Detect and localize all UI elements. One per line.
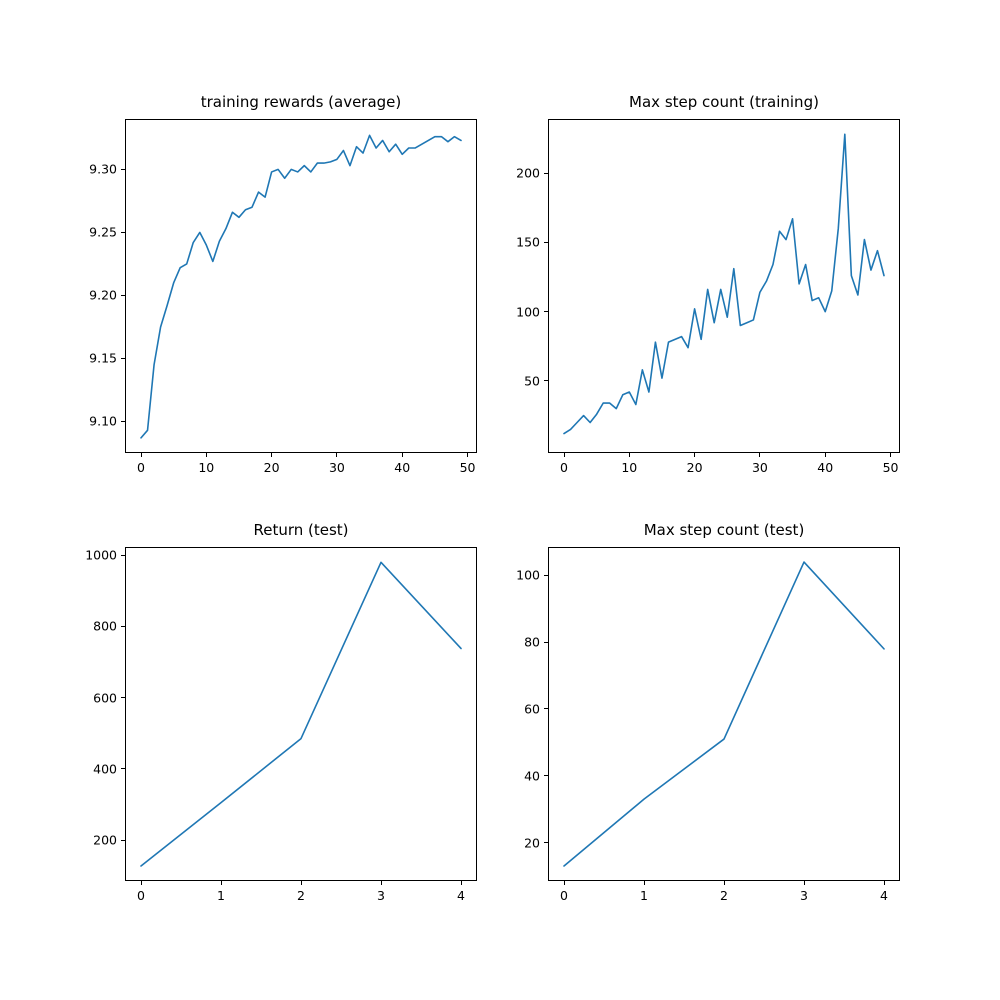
y-tick-mark [544, 642, 548, 643]
y-tick-label: 200 [516, 166, 540, 181]
y-tick-mark [544, 775, 548, 776]
y-tick-mark [544, 575, 548, 576]
y-tick-mark [121, 840, 125, 841]
x-tick-mark [759, 453, 760, 457]
x-tick-mark [381, 881, 382, 885]
chart-title: training rewards (average) [125, 93, 477, 111]
plot-svg [548, 119, 900, 453]
y-tick-label: 150 [516, 235, 540, 250]
y-tick-mark [121, 555, 125, 556]
y-tick-mark [121, 232, 125, 233]
y-tick-label: 100 [516, 568, 540, 583]
y-tick-label: 9.10 [89, 414, 117, 429]
x-tick-mark [694, 453, 695, 457]
x-tick-label: 10 [621, 460, 637, 475]
y-tick-mark [544, 242, 548, 243]
x-tick-label: 30 [752, 460, 768, 475]
y-tick-mark [121, 768, 125, 769]
x-tick-mark [461, 881, 462, 885]
plot-svg [548, 547, 900, 881]
y-tick-mark [544, 842, 548, 843]
chart-panel-tr: Max step count (training)010203040505010… [548, 119, 900, 453]
plot-svg [125, 547, 477, 881]
x-tick-label: 0 [137, 460, 145, 475]
x-tick-mark [804, 881, 805, 885]
y-tick-label: 80 [524, 635, 540, 650]
series-line [564, 134, 884, 433]
y-tick-label: 9.30 [89, 162, 117, 177]
chart-panel-br: Max step count (test)0123420406080100 [548, 547, 900, 881]
x-tick-mark [884, 881, 885, 885]
y-tick-label: 100 [516, 304, 540, 319]
y-tick-label: 9.20 [89, 288, 117, 303]
y-tick-label: 200 [93, 833, 117, 848]
x-tick-mark [825, 453, 826, 457]
y-tick-mark [121, 626, 125, 627]
x-tick-mark [644, 881, 645, 885]
y-tick-label: 600 [93, 690, 117, 705]
series-line [564, 562, 884, 866]
x-tick-label: 40 [394, 460, 410, 475]
y-tick-mark [544, 311, 548, 312]
x-tick-mark [890, 453, 891, 457]
y-tick-mark [544, 380, 548, 381]
y-tick-mark [544, 173, 548, 174]
x-tick-label: 20 [687, 460, 703, 475]
x-tick-label: 10 [198, 460, 214, 475]
y-tick-label: 400 [93, 761, 117, 776]
x-tick-label: 0 [137, 888, 145, 903]
y-tick-mark [121, 697, 125, 698]
y-tick-mark [121, 421, 125, 422]
y-tick-label: 9.25 [89, 225, 117, 240]
x-tick-mark [206, 453, 207, 457]
x-tick-mark [271, 453, 272, 457]
x-tick-label: 30 [329, 460, 345, 475]
x-tick-label: 0 [560, 460, 568, 475]
y-tick-label: 9.15 [89, 351, 117, 366]
y-tick-mark [121, 358, 125, 359]
chart-title: Max step count (training) [548, 93, 900, 111]
x-tick-label: 1 [640, 888, 648, 903]
x-tick-mark [402, 453, 403, 457]
y-tick-mark [121, 169, 125, 170]
x-tick-mark [467, 453, 468, 457]
figure: training rewards (average)010203040509.1… [0, 0, 1000, 1000]
x-tick-label: 4 [880, 888, 888, 903]
y-tick-mark [544, 708, 548, 709]
y-tick-label: 40 [524, 768, 540, 783]
y-tick-label: 50 [524, 373, 540, 388]
x-tick-label: 40 [817, 460, 833, 475]
x-tick-label: 0 [560, 888, 568, 903]
x-tick-mark [564, 453, 565, 457]
y-tick-label: 20 [524, 835, 540, 850]
chart-title: Return (test) [125, 521, 477, 539]
x-tick-mark [141, 453, 142, 457]
x-tick-mark [629, 453, 630, 457]
x-tick-label: 50 [883, 460, 899, 475]
x-tick-mark [221, 881, 222, 885]
y-tick-label: 60 [524, 701, 540, 716]
x-tick-mark [141, 881, 142, 885]
series-line [141, 562, 461, 866]
x-tick-mark [564, 881, 565, 885]
y-tick-label: 1000 [85, 548, 117, 563]
plot-svg [125, 119, 477, 453]
chart-title: Max step count (test) [548, 521, 900, 539]
y-tick-label: 800 [93, 619, 117, 634]
x-tick-mark [336, 453, 337, 457]
x-tick-label: 2 [297, 888, 305, 903]
x-tick-label: 20 [264, 460, 280, 475]
x-tick-label: 50 [460, 460, 476, 475]
x-tick-label: 4 [457, 888, 465, 903]
x-tick-label: 3 [800, 888, 808, 903]
x-tick-label: 2 [720, 888, 728, 903]
chart-panel-tl: training rewards (average)010203040509.1… [125, 119, 477, 453]
x-tick-mark [301, 881, 302, 885]
x-tick-label: 3 [377, 888, 385, 903]
x-tick-mark [724, 881, 725, 885]
series-line [141, 135, 461, 438]
chart-panel-bl: Return (test)012342004006008001000 [125, 547, 477, 881]
x-tick-label: 1 [217, 888, 225, 903]
y-tick-mark [121, 295, 125, 296]
